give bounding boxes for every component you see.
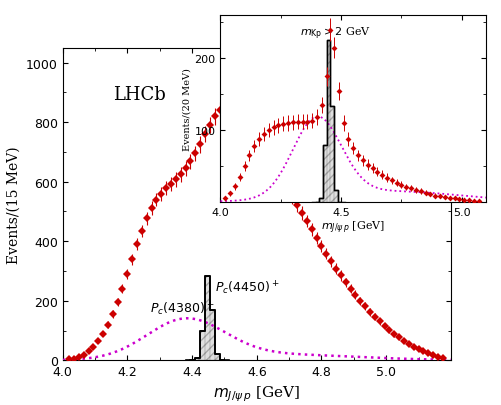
Text: $P_c(4450)^+$: $P_c(4450)^+$ <box>215 279 279 296</box>
Text: $P_c(4380)^+$: $P_c(4380)^+$ <box>150 300 214 318</box>
Y-axis label: Events/(15 MeV): Events/(15 MeV) <box>7 146 21 263</box>
X-axis label: $m_{J/\psi\,p}$ [GeV]: $m_{J/\psi\,p}$ [GeV] <box>213 384 301 403</box>
Text: LHCb: LHCb <box>113 86 166 104</box>
Y-axis label: Events/(20 MeV): Events/(20 MeV) <box>183 68 192 151</box>
X-axis label: $m_{J/\psi\,p}$ [GeV]: $m_{J/\psi\,p}$ [GeV] <box>321 219 385 235</box>
Text: $m_{\mathrm{Kp}} > 2$ GeV: $m_{\mathrm{Kp}} > 2$ GeV <box>300 26 371 42</box>
